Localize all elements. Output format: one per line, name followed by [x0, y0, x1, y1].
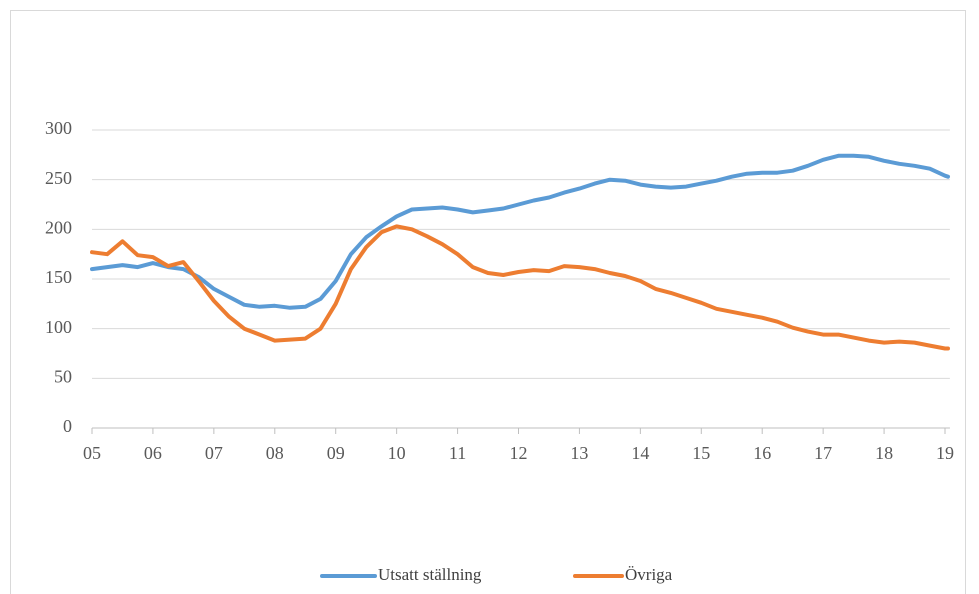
x-tick-label: 13	[570, 443, 588, 463]
y-tick-label: 150	[45, 267, 72, 287]
y-tick-label: 300	[45, 118, 72, 138]
series-line	[90, 224, 950, 351]
x-tick-label: 05	[83, 443, 101, 463]
x-tick-label: 09	[327, 443, 345, 463]
y-tick-label: 200	[45, 217, 72, 237]
series-line	[90, 153, 950, 310]
x-tick-label: 19	[936, 443, 954, 463]
x-tick-label: 17	[814, 443, 832, 463]
x-tick-label: 11	[449, 443, 466, 463]
x-tick-label: 12	[510, 443, 528, 463]
x-tick-label: 16	[753, 443, 771, 463]
y-tick-label: 50	[54, 366, 72, 386]
x-tick-label: 10	[388, 443, 406, 463]
y-tick-label: 250	[45, 168, 72, 188]
x-tick-label: 07	[205, 443, 223, 463]
x-tick-label: 18	[875, 443, 893, 463]
legend-label: Utsatt ställning	[378, 565, 482, 584]
chart-frame	[10, 10, 966, 594]
x-tick-label: 15	[692, 443, 710, 463]
x-tick-label: 14	[631, 443, 649, 463]
y-tick-label: 100	[45, 317, 72, 337]
x-tick-label: 06	[144, 443, 162, 463]
y-tick-label: 0	[63, 416, 72, 436]
x-tick-label: 08	[266, 443, 284, 463]
legend-label: Övriga	[625, 565, 673, 584]
